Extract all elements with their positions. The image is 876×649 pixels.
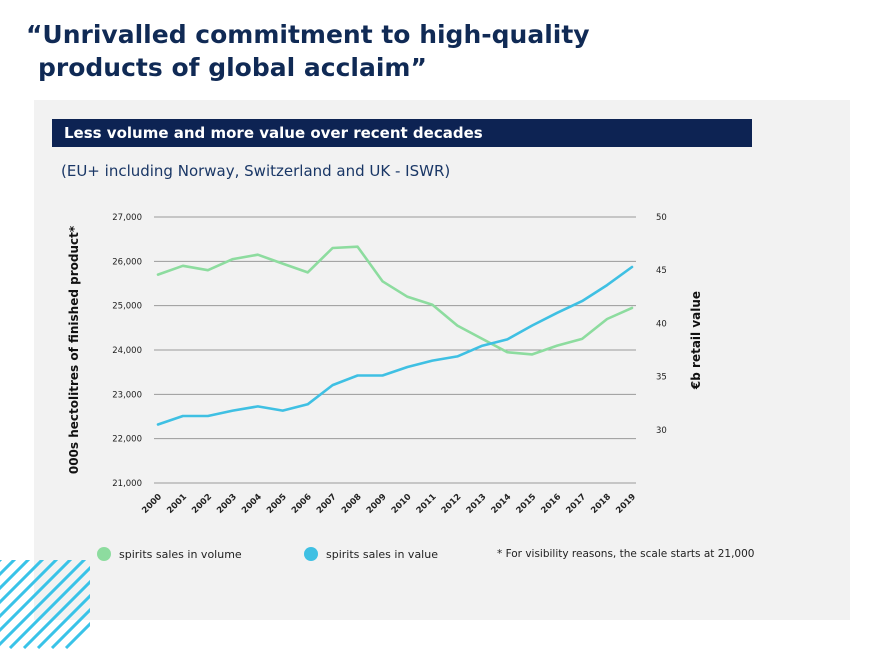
y-tick-label-right: 40 <box>656 319 667 329</box>
headline: “Unrivalled commitment to high-quality p… <box>26 18 590 84</box>
y-tick-label-right: 50 <box>656 213 667 223</box>
x-tick-label: 2002 <box>190 492 214 516</box>
y-tick-label-right: 30 <box>656 426 667 436</box>
legend-item-value: spirits sales in value <box>304 547 438 561</box>
headline-line-1: “Unrivalled commitment to high-quality <box>26 20 590 49</box>
series-line-volume <box>156 245 634 356</box>
legend-label-value: spirits sales in value <box>326 547 438 561</box>
x-tick-label: 2017 <box>564 492 588 516</box>
legend-swatch-value <box>304 547 318 561</box>
y-tick-label-right: 45 <box>656 266 667 276</box>
x-tick-label: 2003 <box>215 492 239 516</box>
x-tick-label: 2019 <box>614 492 638 516</box>
x-tick-label: 2009 <box>365 492 389 516</box>
x-tick-label: 2014 <box>490 492 514 516</box>
x-tick-label: 2010 <box>390 492 414 516</box>
headline-line-2: products of global acclaim” <box>38 53 427 82</box>
legend-label-volume: spirits sales in volume <box>119 547 242 561</box>
y-axis-label-right: €b retail value <box>689 291 703 390</box>
chart-subtitle: (EU+ including Norway, Switzerland and U… <box>61 162 451 180</box>
x-tick-label: 2008 <box>340 492 364 516</box>
x-tick-label: 2015 <box>515 492 539 516</box>
legend-item-volume: spirits sales in volume <box>97 547 242 561</box>
x-tick-label: 2000 <box>140 492 164 516</box>
y-tick-label-left: 21,000 <box>112 479 142 489</box>
y-tick-label-left: 22,000 <box>112 435 142 445</box>
y-tick-label-left: 27,000 <box>112 213 142 223</box>
y-axis-label-left: 000s hectolitres of finished product* <box>67 225 81 474</box>
series-line-value <box>156 265 634 426</box>
y-tick-label-left: 24,000 <box>112 346 142 356</box>
x-tick-label: 2004 <box>240 492 264 516</box>
x-tick-label: 2013 <box>465 492 489 516</box>
chart-footnote: * For visibility reasons, the scale star… <box>497 548 755 560</box>
x-tick-label: 2016 <box>539 492 563 516</box>
decorative-stripes <box>0 560 90 649</box>
y-tick-label-right: 35 <box>656 373 667 383</box>
x-tick-label: 2018 <box>589 492 613 516</box>
x-tick-label: 2011 <box>415 492 439 516</box>
y-tick-label-left: 25,000 <box>112 302 142 312</box>
x-tick-label: 2001 <box>165 492 189 516</box>
y-tick-label-left: 26,000 <box>112 257 142 267</box>
chart-banner-title: Less volume and more value over recent d… <box>52 119 752 147</box>
x-tick-label: 2007 <box>315 492 339 516</box>
y-tick-label-left: 23,000 <box>112 390 142 400</box>
x-tick-label: 2005 <box>265 492 289 516</box>
x-tick-label: 2006 <box>290 492 314 516</box>
legend-swatch-volume <box>97 547 111 561</box>
x-tick-label: 2012 <box>440 492 464 516</box>
